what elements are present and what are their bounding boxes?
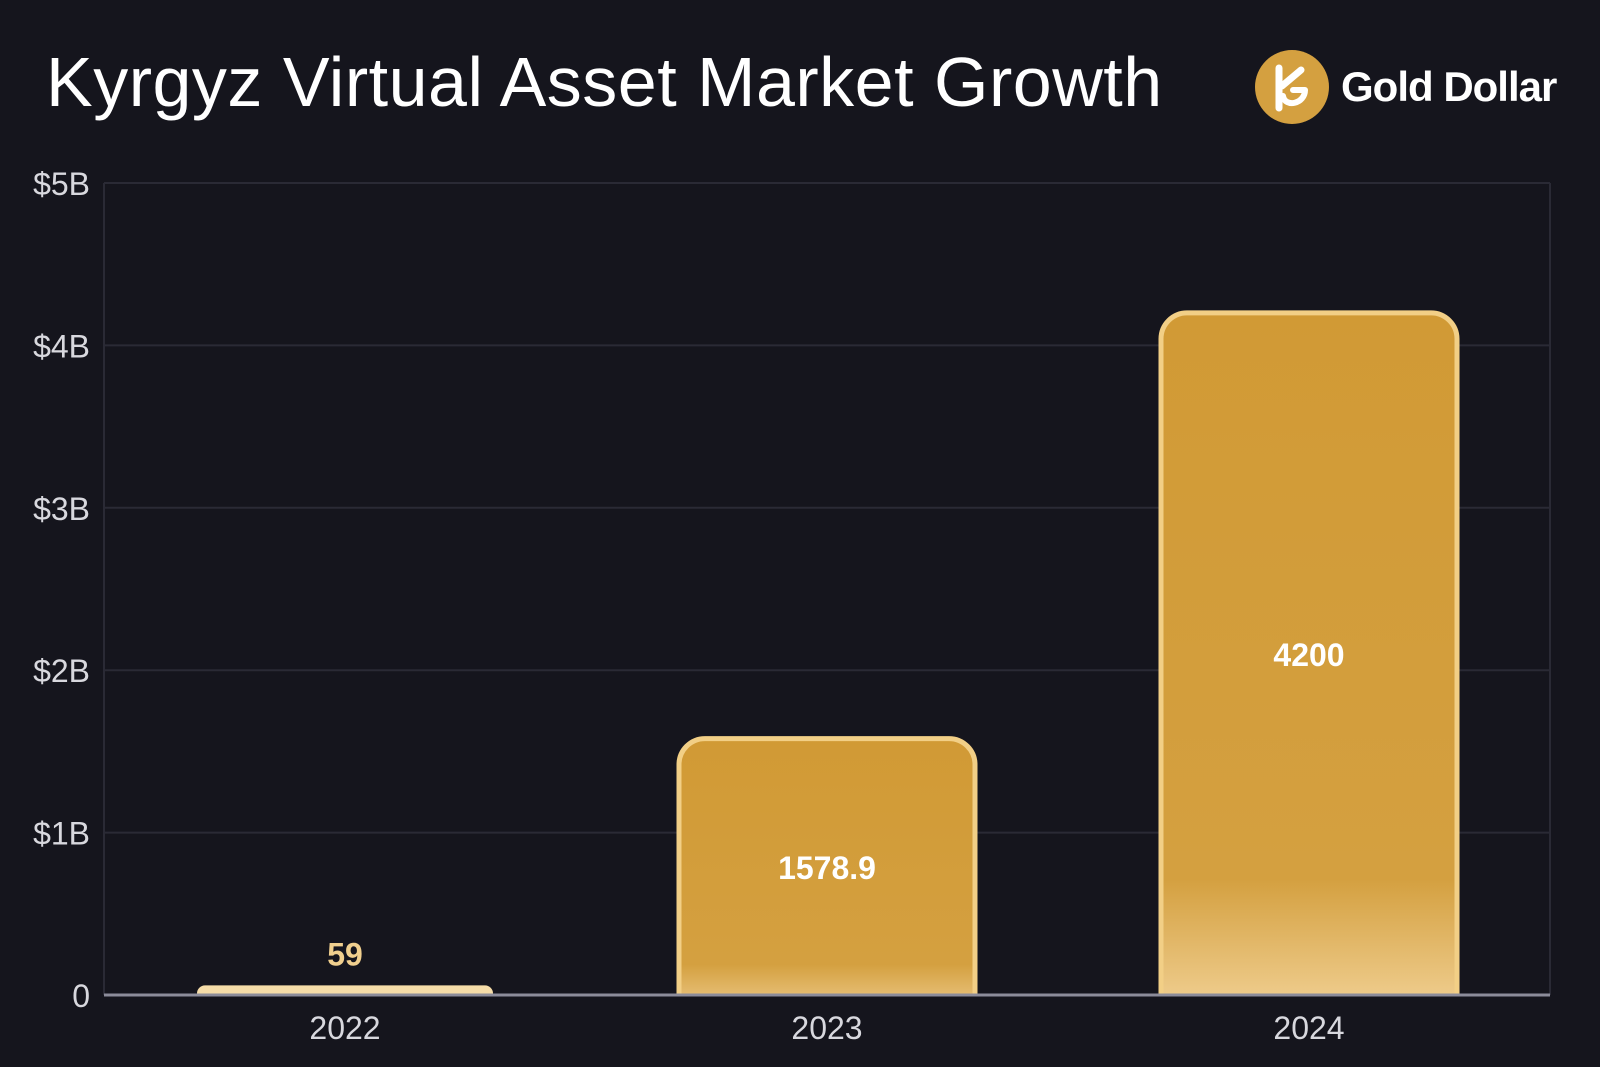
data-label: 1578.9: [778, 850, 876, 886]
kg-monogram-icon: [1255, 50, 1329, 124]
bar-2023: [676, 736, 978, 995]
y-tick-label: $1B: [33, 816, 90, 852]
chart-title: Kyrgyz Virtual Asset Market Growth: [46, 43, 1163, 121]
brand-name: Gold Dollar: [1341, 63, 1557, 110]
bar-2022: [197, 985, 493, 995]
bar-2024: [1158, 310, 1460, 995]
y-tick-label: $5B: [33, 166, 90, 202]
y-tick-label: 0: [72, 978, 90, 1014]
y-tick-label: $3B: [33, 491, 90, 527]
y-tick-label: $4B: [33, 328, 90, 364]
brand: Gold Dollar: [1255, 50, 1557, 124]
y-tick-label: $2B: [33, 653, 90, 689]
data-label: 4200: [1273, 637, 1344, 673]
x-tick-label: 2024: [1273, 1010, 1344, 1046]
data-label: 59: [327, 936, 363, 972]
x-tick-label: 2022: [309, 1010, 380, 1046]
x-tick-label: 2023: [791, 1010, 862, 1046]
